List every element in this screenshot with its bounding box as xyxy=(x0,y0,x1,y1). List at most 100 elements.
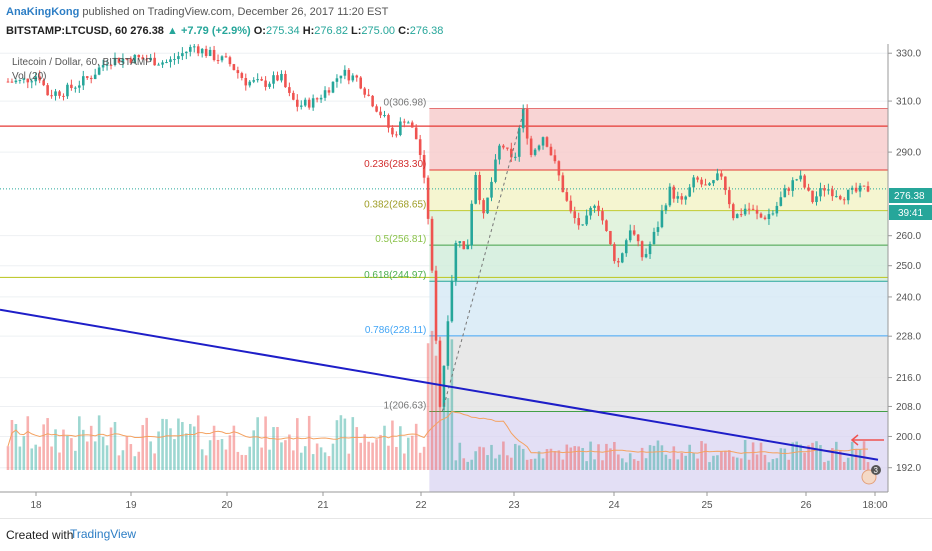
candle-body xyxy=(632,230,636,235)
volume-bar xyxy=(228,435,232,470)
fibonacci-retracement[interactable] xyxy=(429,108,888,492)
low-value: 275.00 xyxy=(361,25,396,37)
volume-bar xyxy=(315,443,319,470)
candle-body xyxy=(85,76,89,78)
candle-body xyxy=(581,224,584,226)
volume-bar xyxy=(807,445,810,470)
volume-bar xyxy=(787,459,791,470)
candle-body xyxy=(763,217,767,219)
time-axis[interactable]: 18 19 20 21 22 23 24 25 26 18:00 xyxy=(30,492,888,511)
volume-bar xyxy=(486,455,489,470)
volume-bar xyxy=(628,453,632,470)
candle-body xyxy=(54,91,57,96)
volume-bar xyxy=(414,423,418,470)
candle-body xyxy=(145,59,148,61)
flag-badge[interactable]: 3 xyxy=(861,465,881,485)
candle-body xyxy=(74,87,77,89)
volume-bar xyxy=(149,441,152,470)
candle-body xyxy=(537,145,541,150)
volume-bar xyxy=(791,442,795,470)
candle-body xyxy=(755,209,759,214)
volume-bar xyxy=(502,441,505,470)
volume-bar xyxy=(668,458,672,470)
volume-bar xyxy=(700,441,703,470)
candle-body xyxy=(113,57,117,66)
candle-body xyxy=(327,90,331,93)
candle-body xyxy=(648,244,652,255)
candle-body xyxy=(759,213,763,218)
volume-bar xyxy=(692,452,695,470)
symbol-name: BITSTAMP:LTCUSD, 60 xyxy=(6,25,128,37)
candle-body xyxy=(486,197,489,214)
volume-bar xyxy=(109,427,113,470)
fib-label: 0.618(244.97) xyxy=(364,270,426,281)
candle-body xyxy=(577,218,580,226)
candle-body xyxy=(597,205,600,212)
candle-body xyxy=(93,74,97,80)
volume-bar xyxy=(133,456,137,470)
candle-body xyxy=(680,196,684,200)
chart-area[interactable]: 0(306.98) 0.236(283.30) 0.382(268.65) 0.5(2… xyxy=(0,44,932,518)
volume-bar xyxy=(716,455,719,470)
candle-body xyxy=(510,148,513,158)
volume-bar xyxy=(771,459,775,470)
symbol-line: BITSTAMP:LTCUSD, 60 276.38 ▲ +7.79 (+2.9… xyxy=(6,25,443,37)
candle-body xyxy=(831,189,834,197)
candle-body xyxy=(375,106,378,112)
y-tick-label: 216.0 xyxy=(896,373,921,384)
publish-info: published on TradingView.com, December 2… xyxy=(82,6,389,18)
volume-bar xyxy=(561,459,565,470)
candle-body xyxy=(355,75,359,78)
volume-bar xyxy=(827,460,830,470)
candle-body xyxy=(204,48,208,56)
footer: Created with TradingView xyxy=(0,518,932,551)
candle-body xyxy=(470,203,473,246)
candle-body xyxy=(260,79,263,81)
volume-bar xyxy=(97,415,101,470)
tradingview-logo[interactable]: TradingView xyxy=(70,527,137,541)
volume-bar xyxy=(236,451,240,470)
trend-line[interactable] xyxy=(0,308,879,461)
candle-body xyxy=(640,241,644,258)
volume-bar xyxy=(375,439,378,470)
candle-body xyxy=(636,234,640,242)
volume-bar xyxy=(42,424,45,470)
last-price-marker: 276.38 39:41 xyxy=(889,188,932,220)
volume-bar xyxy=(161,418,164,470)
fib-diagonal-line[interactable] xyxy=(441,108,525,412)
fib-label: 0(306.98) xyxy=(384,98,427,109)
volume-bar xyxy=(783,448,787,470)
candle-body xyxy=(78,85,81,88)
candle-body xyxy=(621,253,624,263)
candle-body xyxy=(58,91,61,96)
price-axis[interactable]: 192.0 200.0 208.0 216.0 228.0 240.0 250.0 260.0… xyxy=(888,49,921,474)
candle-body xyxy=(46,85,49,96)
volume-bar xyxy=(117,455,121,470)
candle-body xyxy=(399,121,402,135)
last-price-label: 276.38 xyxy=(894,191,925,202)
volume-bar xyxy=(866,462,870,470)
volume-bar xyxy=(181,422,184,470)
candle-body xyxy=(331,81,335,93)
candle-body xyxy=(747,208,751,210)
candle-body xyxy=(545,137,549,147)
volume-bar xyxy=(169,428,172,470)
volume-bar xyxy=(85,441,89,470)
volume-bar xyxy=(192,426,196,470)
candle-body xyxy=(660,210,664,228)
last-price: 276.38 xyxy=(130,25,164,37)
candle-body xyxy=(708,183,711,186)
left-arrow-icon[interactable] xyxy=(850,434,884,446)
close-value: 276.38 xyxy=(409,25,444,37)
candle-body xyxy=(70,84,73,89)
volume-bar xyxy=(593,459,596,470)
candle-body xyxy=(529,138,533,155)
candle-body xyxy=(323,90,327,98)
candle-body xyxy=(541,137,545,146)
author-link[interactable]: AnaKingKong xyxy=(6,6,80,18)
horizontal-lines[interactable] xyxy=(0,125,888,279)
countdown-label: 39:41 xyxy=(898,208,923,219)
candle-body xyxy=(827,189,830,191)
volume-bar xyxy=(299,452,303,470)
volume-bar xyxy=(684,455,687,470)
